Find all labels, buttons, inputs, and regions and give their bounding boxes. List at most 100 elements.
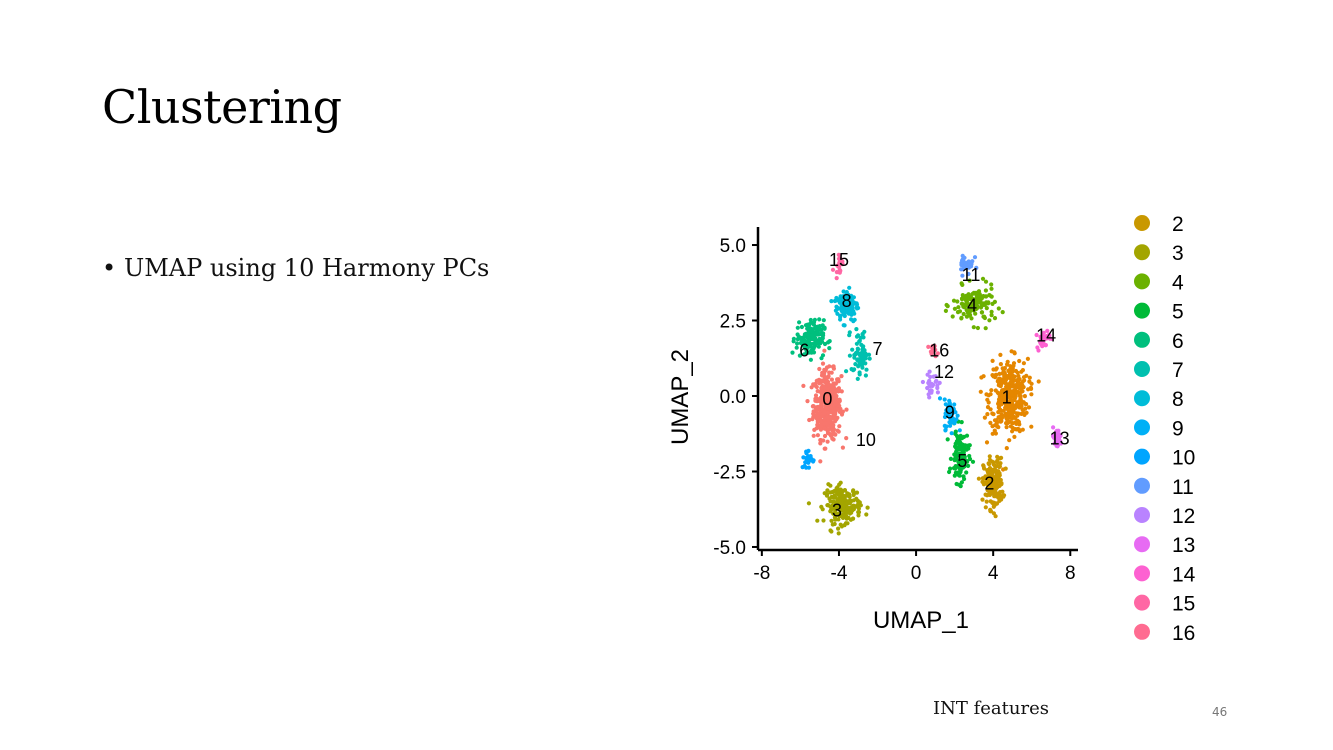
scatter-point [1005,417,1010,422]
scatter-point [1002,378,1007,383]
scatter-point [833,417,838,422]
scatter-point [959,281,964,286]
scatter-point [1016,373,1021,379]
scatter-point [837,300,842,305]
scatter-point [832,489,837,494]
scatter-point [814,426,819,431]
scatter-point [990,358,995,363]
scatter-point [855,350,860,355]
scatter-point [819,504,824,509]
scatter-point [827,370,832,375]
cluster-label-3: 3 [832,501,842,521]
scatter-point [981,476,986,481]
scatter-point [943,427,948,432]
scatter-point [820,361,826,366]
scatter-point [1012,434,1017,439]
cluster-label-2: 2 [984,474,994,494]
scatter-point [989,282,994,287]
scatter-point [1049,336,1054,341]
cluster-label-14: 14 [1036,326,1056,346]
scatter-point [1025,356,1030,361]
scatter-point [958,462,963,468]
cluster-label-13: 13 [1050,428,1070,448]
scatter-point [988,507,993,512]
scatter-point [964,470,969,475]
scatter-point [822,410,828,415]
scatter-point [1005,359,1010,364]
scatter-point [948,423,953,428]
scatter-point [983,326,988,331]
scatter-point [835,377,840,382]
scatter-point [976,293,981,299]
scatter-point [1023,406,1028,411]
scatter-point [991,504,996,509]
scatter-point [961,474,966,479]
scatter-point [987,318,992,323]
scatter-point [822,348,827,353]
legend-entry-3: 3 [1134,242,1184,265]
scatter-point [935,351,940,356]
scatter-point [935,385,940,391]
scatter-point [1019,369,1024,374]
scatter-point [950,416,955,421]
scatter-point [804,465,809,470]
scatter-point [974,265,979,270]
scatter-point [996,306,1001,311]
scatter-point [846,515,851,520]
scatter-point [818,438,823,443]
scatter-point [807,344,813,349]
scatter-point [1047,333,1052,338]
scatter-point [1003,401,1008,406]
scatter-point [933,354,938,359]
scatter-point [805,399,810,404]
scatter-point [831,430,836,435]
scatter-point [836,389,841,394]
scatter-point [950,411,955,416]
scatter-point [1010,375,1015,380]
scatter-point [815,378,821,383]
cluster-label-5: 5 [957,451,967,471]
scatter-point [809,385,814,390]
scatter-point [825,439,830,444]
scatter-point [998,362,1003,367]
scatter-point [1001,494,1006,499]
scatter-point [859,342,864,347]
y-tick-label: 0.0 [720,387,746,408]
slide-number: 46 [1212,705,1228,719]
legend-swatch [1134,623,1150,640]
x-tick-label: 0 [911,563,922,584]
scatter-point [985,405,991,410]
x-tick-label: -4 [831,563,848,584]
scatter-point [989,388,994,393]
scatter-point [818,419,823,424]
scatter-point [821,318,826,323]
scatter-point [836,517,841,522]
scatter-point [825,395,830,400]
scatter-point [966,463,971,468]
scatter-point [831,366,836,371]
legend-entry-5: 5 [1134,301,1184,324]
scatter-point [825,400,830,405]
cluster-2-points [976,454,1008,519]
scatter-point [987,462,992,467]
scatter-point [959,420,964,425]
scatter-point [808,327,813,332]
scatter-point [830,522,835,527]
scatter-point [925,372,930,377]
scatter-point [960,253,965,258]
scatter-point [837,424,842,429]
legend-label: 10 [1172,447,1195,470]
scatter-point [829,299,834,304]
scatter-point [811,433,816,438]
scatter-point [830,383,835,388]
scatter-point [934,378,939,383]
scatter-point [854,490,860,495]
legend-label: 4 [1172,271,1184,294]
scatter-point [999,455,1004,460]
scatter-point [998,490,1003,495]
legend-label: 6 [1172,330,1184,353]
scatter-point [799,324,804,330]
cluster-1-points [978,349,1041,472]
scatter-point [840,515,846,520]
